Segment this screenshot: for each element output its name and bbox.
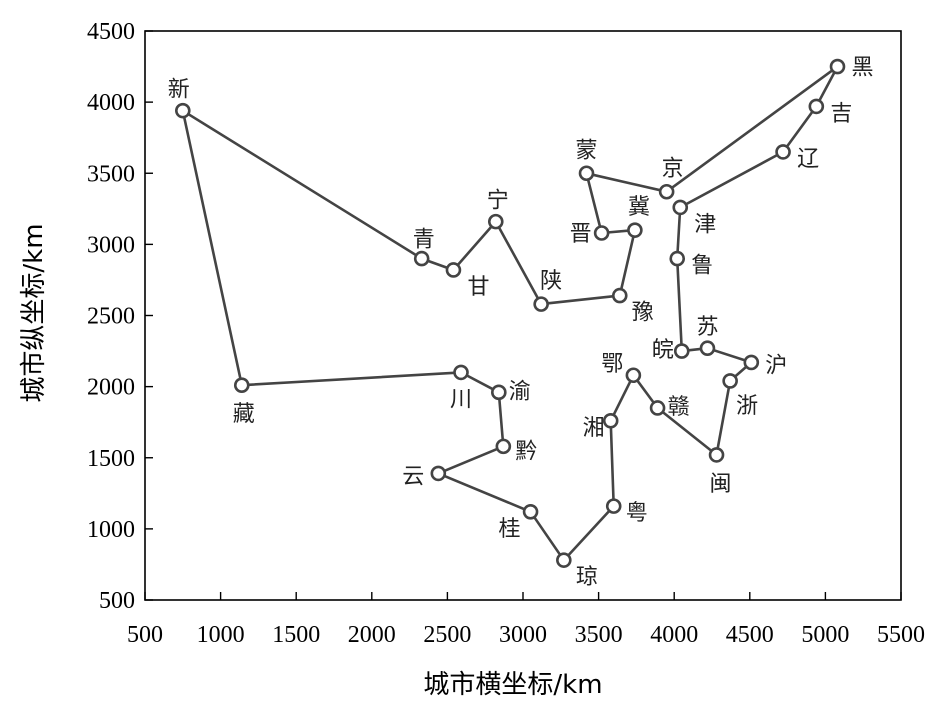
city-label: 吉: [830, 101, 852, 126]
city-point: [593, 225, 610, 241]
city-points: [175, 58, 846, 568]
city-point: [808, 98, 825, 115]
x-tick-label: 2000: [348, 622, 396, 648]
city-label: 川: [450, 387, 472, 412]
plot-frame: [144, 30, 902, 601]
x-tick-label: 4000: [650, 622, 698, 648]
y-tick-label: 4000: [87, 90, 135, 116]
y-tick-label: 1000: [87, 517, 135, 543]
city-label: 新: [168, 78, 190, 103]
city-label: 陕: [540, 269, 562, 294]
city-label: 黑: [851, 56, 873, 81]
city-point: [625, 367, 642, 384]
city-label: 琼: [576, 565, 598, 590]
city-point: [602, 412, 619, 429]
city-label: 宁: [487, 189, 509, 214]
x-tick-label: 1000: [197, 622, 245, 648]
city-label: 湘: [583, 416, 605, 441]
x-tick-label: 2500: [423, 622, 471, 648]
y-tick-label: 500: [99, 588, 135, 614]
y-axis-title: 城市纵坐标/km: [19, 223, 49, 402]
city-label: 浙: [736, 394, 758, 419]
axis-ticks: 500 1000 1500 2000 2500 3000 3500 4000 4500 5000 5…: [87, 19, 925, 648]
city-point: [649, 400, 666, 416]
city-label: 京: [662, 157, 684, 182]
city-point: [413, 250, 430, 267]
city-label: 渝: [509, 379, 531, 404]
city-label: 赣: [668, 395, 690, 420]
city-label: 鄂: [601, 352, 623, 377]
city-point: [175, 102, 191, 119]
y-tick-label: 4500: [87, 19, 135, 45]
city-point: [708, 447, 725, 463]
city-point: [495, 438, 512, 455]
y-tick-label: 3500: [87, 161, 135, 187]
x-axis-title: 城市横坐标/km: [423, 670, 602, 700]
city-point: [487, 213, 504, 230]
city-label: 冀: [628, 195, 650, 220]
city-point: [669, 250, 686, 267]
city-label: 甘: [467, 275, 489, 300]
y-tick-label: 1500: [87, 446, 135, 472]
city-label: 苏: [696, 315, 718, 340]
y-tick-label: 2500: [87, 304, 135, 330]
city-point: [611, 287, 628, 304]
city-point: [722, 373, 738, 389]
city-label: 青: [413, 228, 435, 253]
city-label: 沪: [765, 353, 787, 378]
city-label: 藏: [233, 402, 255, 427]
x-tick-label: 500: [127, 622, 163, 648]
city-label: 皖: [652, 338, 674, 363]
x-tick-label: 5500: [877, 622, 925, 648]
city-point: [743, 354, 760, 371]
y-tick-label: 2000: [87, 375, 135, 401]
city-label: 云: [402, 464, 424, 489]
city-point: [673, 343, 690, 359]
x-tick-label: 4500: [726, 622, 774, 648]
city-point: [605, 498, 622, 514]
x-tick-label: 3000: [499, 622, 547, 648]
city-label: 晋: [570, 222, 592, 247]
city-point: [453, 364, 469, 381]
city-point: [658, 183, 675, 200]
city-point: [829, 58, 846, 75]
city-point: [522, 504, 539, 520]
city-point: [233, 377, 250, 394]
city-label: 黔: [515, 439, 537, 464]
city-point: [627, 222, 643, 238]
city-point: [672, 199, 689, 216]
city-point: [556, 552, 572, 568]
route-line: [181, 65, 839, 562]
city-label: 鲁: [691, 254, 713, 279]
city-label: 津: [694, 212, 716, 237]
city-point: [445, 262, 462, 278]
city-point: [533, 296, 549, 312]
city-label: 蒙: [575, 138, 597, 163]
x-tick-label: 3500: [575, 622, 623, 648]
city-point: [430, 465, 447, 482]
city-point: [578, 165, 595, 182]
city-point: [775, 144, 791, 160]
city-label: 辽: [797, 147, 819, 172]
x-tick-label: 1500: [272, 622, 320, 648]
x-tick-label: 5000: [801, 622, 849, 648]
city-label: 豫: [632, 301, 654, 326]
city-label: 闽: [710, 472, 732, 497]
city-label: 粤: [626, 501, 648, 526]
city-point: [491, 384, 507, 401]
city-label: 桂: [499, 517, 521, 542]
city-point: [699, 340, 716, 357]
y-tick-label: 3000: [87, 232, 135, 258]
